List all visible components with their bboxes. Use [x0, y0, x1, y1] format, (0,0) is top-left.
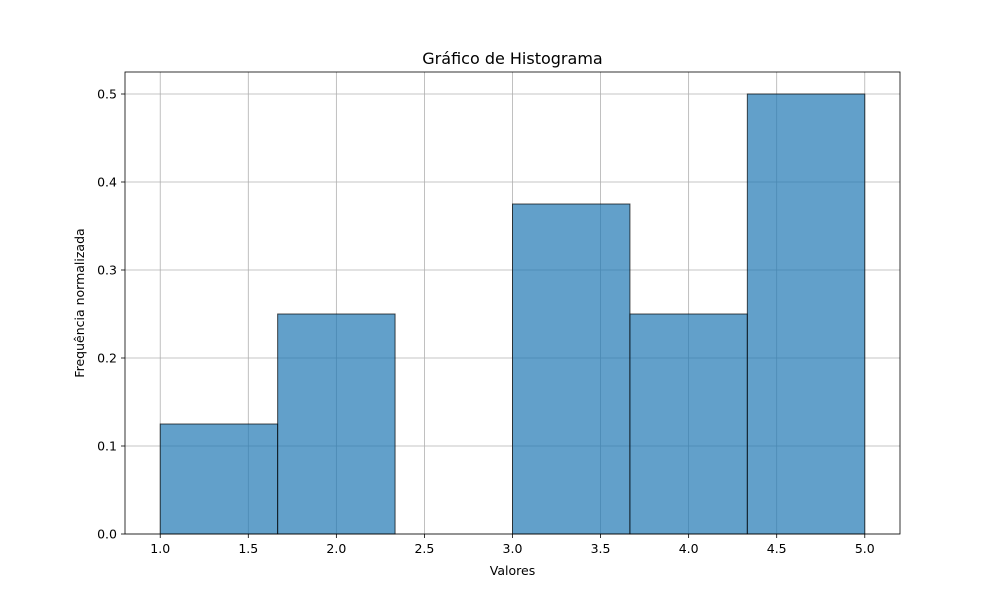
histogram-bar-4	[512, 203, 631, 535]
x-axis-label: Valores	[490, 563, 535, 578]
y-axis-ticks: 0.0 0.1 0.2 0.3 0.4 0.5	[97, 87, 125, 542]
x-tick-label: 3.0	[503, 541, 523, 556]
x-tick-label: 4.0	[679, 541, 699, 556]
y-tick-label: 0.5	[97, 87, 117, 102]
bars	[159, 93, 866, 535]
y-tick-label: 0.3	[97, 263, 117, 278]
x-tick-label: 5.0	[855, 541, 875, 556]
histogram-bar-5	[629, 313, 748, 535]
x-tick-label: 1.5	[238, 541, 258, 556]
histogram-bar-1	[159, 423, 279, 535]
x-tick-label: 1.0	[150, 541, 170, 556]
x-tick-label: 2.0	[326, 541, 346, 556]
y-tick-label: 0.1	[97, 439, 117, 454]
y-tick-label: 0.0	[97, 527, 117, 542]
x-tick-label: 4.5	[767, 541, 787, 556]
y-axis-label: Frequência normalizada	[72, 228, 87, 377]
chart-title: Gráfico de Histograma	[422, 49, 602, 68]
x-axis-ticks: 1.0 1.5 2.0 2.5 3.0 3.5 4.0 4.5 5.0	[150, 534, 875, 556]
y-tick-label: 0.4	[97, 175, 117, 190]
x-tick-label: 2.5	[414, 541, 434, 556]
histogram-bar-6	[746, 93, 866, 535]
x-tick-label: 3.5	[591, 541, 611, 556]
histogram-bar-2	[277, 313, 396, 535]
y-tick-label: 0.2	[97, 351, 117, 366]
